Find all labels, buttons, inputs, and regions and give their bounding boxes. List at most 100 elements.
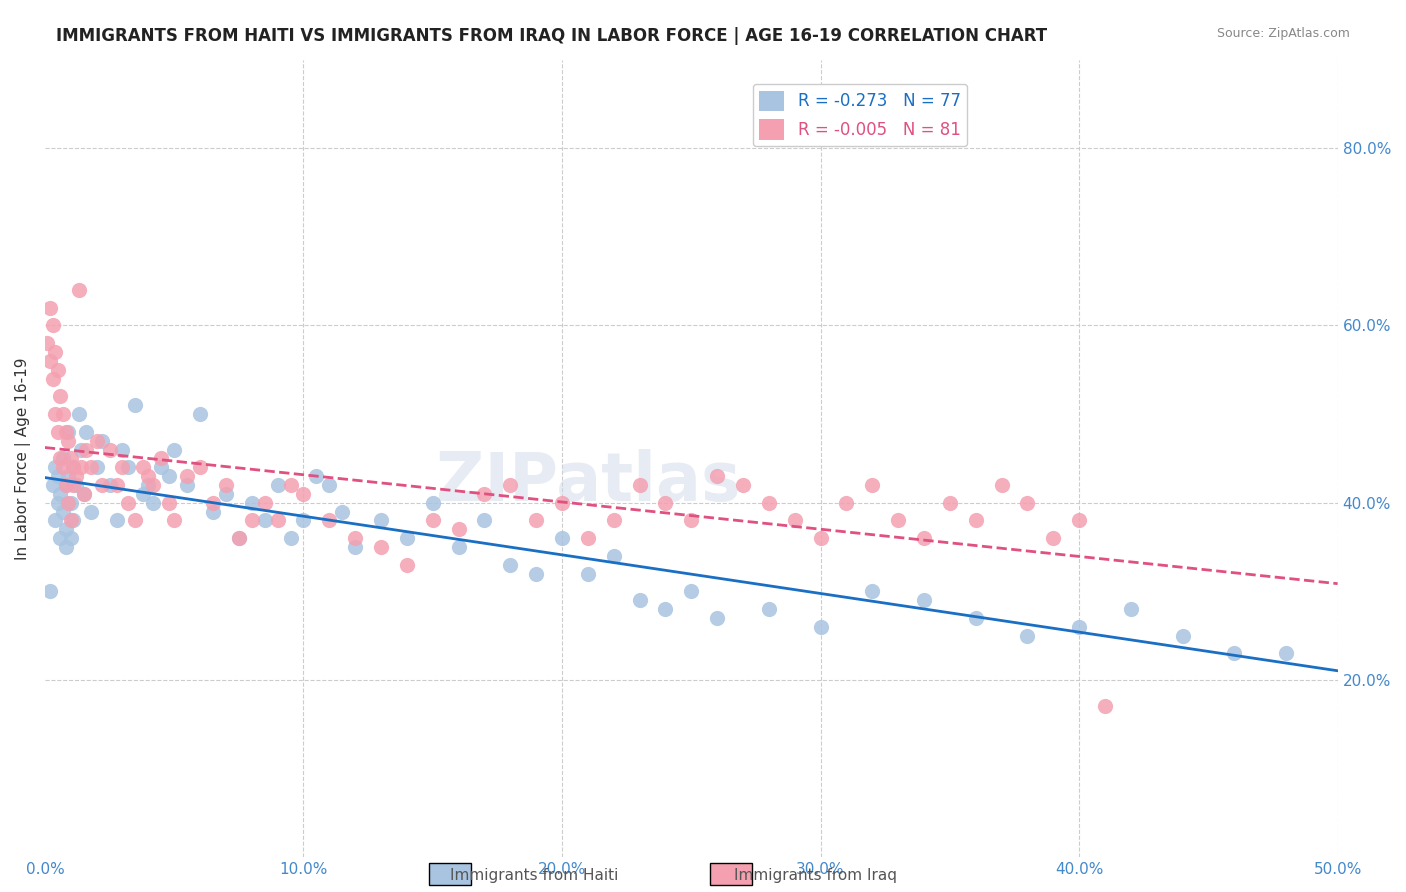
Point [59,513,82,527]
Point [188,407,211,421]
Point [117,496,139,510]
Point [52,504,75,518]
Point [706,611,728,625]
Point [422,496,444,510]
Point [266,513,288,527]
Point [52,407,75,421]
Point [551,531,574,545]
Point [73,487,96,501]
Point [46,363,69,377]
Point [111,460,134,475]
Point [990,478,1012,492]
Point [55,478,77,492]
Point [318,513,340,527]
Point [44,345,66,359]
Point [576,566,599,581]
Text: Immigrants from Haiti: Immigrants from Haiti [450,868,619,883]
Point [49,389,72,403]
Point [860,478,883,492]
Point [39,301,62,315]
Point [44,407,66,421]
Point [474,513,496,527]
Text: IMMIGRANTS FROM HAITI VS IMMIGRANTS FROM IRAQ IN LABOR FORCE | AGE 16-19 CORRELA: IMMIGRANTS FROM HAITI VS IMMIGRANTS FROM… [56,27,1047,45]
Point [939,496,962,510]
Point [887,513,910,527]
Point [70,460,93,475]
Point [474,487,496,501]
Point [80,504,103,518]
Point [783,513,806,527]
Point [395,558,418,572]
Point [86,460,108,475]
Point [602,549,624,563]
Point [56,434,79,448]
Point [1042,531,1064,545]
Point [253,496,276,510]
Point [39,584,62,599]
Point [681,513,703,527]
Point [280,531,302,545]
Point [344,531,367,545]
Point [228,531,250,545]
Point [62,513,84,527]
Point [41,318,63,333]
Point [292,487,315,501]
Point [330,504,353,518]
Point [56,425,79,439]
Point [344,540,367,554]
Point [59,531,82,545]
Point [86,434,108,448]
Point [46,469,69,483]
Point [55,540,77,554]
Point [499,478,522,492]
Point [176,469,198,483]
Point [70,442,93,457]
Point [98,478,121,492]
Point [1067,620,1090,634]
Point [163,513,186,527]
Point [163,442,186,457]
Point [1067,513,1090,527]
Point [654,602,676,616]
Point [150,451,173,466]
Point [136,478,159,492]
Point [810,531,832,545]
Point [44,460,66,475]
Point [142,478,165,492]
Point [176,478,198,492]
Point [1017,496,1039,510]
Point [395,531,418,545]
Point [524,566,547,581]
Point [215,487,238,501]
Point [41,371,63,385]
Point [75,442,97,457]
Point [150,460,173,475]
Point [62,460,84,475]
Point [124,513,146,527]
Point [41,478,63,492]
Point [52,460,75,475]
Point [240,513,263,527]
Point [55,478,77,492]
Point [67,283,90,297]
Point [499,558,522,572]
Point [912,531,935,545]
Point [835,496,858,510]
Point [706,469,728,483]
Y-axis label: In Labor Force | Age 16-19: In Labor Force | Age 16-19 [15,357,31,559]
Point [46,496,69,510]
Point [39,354,62,368]
Point [318,478,340,492]
Point [758,602,780,616]
Point [49,487,72,501]
Point [551,496,574,510]
Point [46,425,69,439]
Text: ZIPatlas: ZIPatlas [436,450,740,516]
Text: Source: ZipAtlas.com: Source: ZipAtlas.com [1216,27,1350,40]
Point [55,425,77,439]
Point [731,478,754,492]
Point [305,469,328,483]
Point [447,522,470,536]
Point [73,487,96,501]
Point [98,442,121,457]
